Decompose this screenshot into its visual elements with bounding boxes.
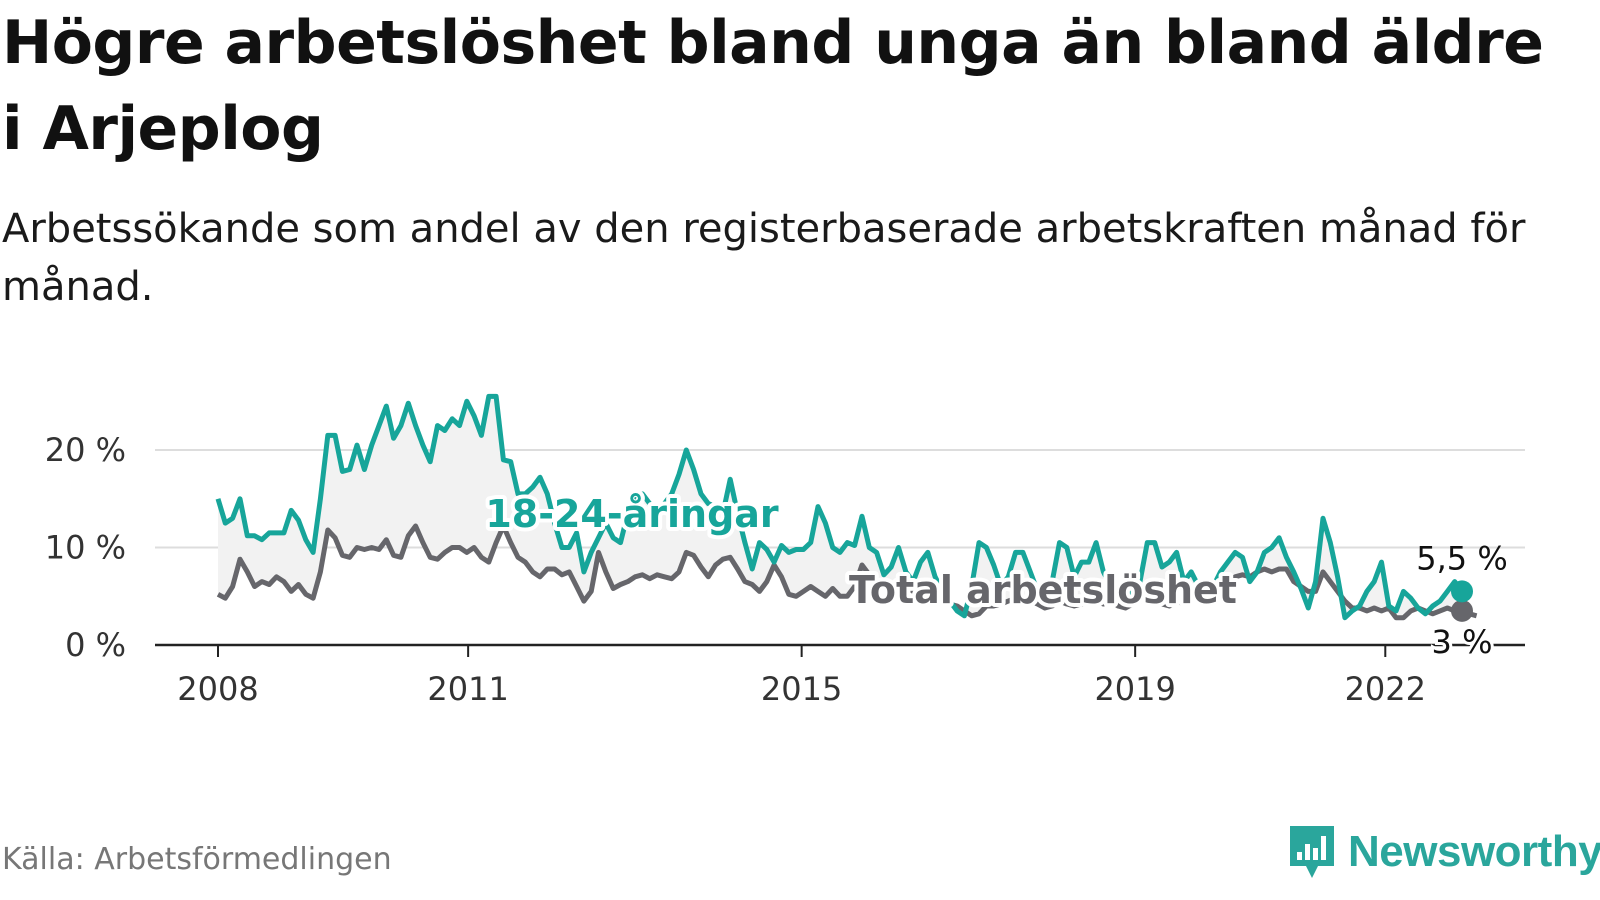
label-layer: 0 % 10 % 20 % 2008 2011 2015 2019 2022 5,5 % 3 % 1… [45, 431, 1508, 708]
chart-title: Högre arbetslöshet bland unga än bland ä… [2, 8, 1544, 164]
series-line-18-24 [215, 393, 1465, 621]
line-chart: 0 % 10 % 20 % 2008 2011 2015 2019 2022 5,5 % 3 % 1… [45, 393, 1525, 708]
y-tick-label: 0 % [65, 626, 126, 664]
series-label-total: Total arbetslöshet [849, 568, 1237, 612]
series-endpoint-18-24 [1451, 580, 1473, 603]
range-band-layer [218, 396, 1462, 618]
x-tick-label: 2008 [177, 670, 258, 708]
x-tick-label: 2015 [761, 670, 842, 708]
brand-logo[interactable]: Newsworthy [1288, 822, 1600, 882]
series-endpoint-total [1451, 599, 1473, 622]
newsworthy-icon [1290, 826, 1334, 878]
y-tick-label: 10 % [45, 529, 126, 567]
end-label-18-24: 5,5 % [1416, 539, 1507, 577]
x-tick-label: 2011 [427, 670, 508, 708]
source-note: Källa: Arbetsförmedlingen [2, 842, 392, 877]
brand-name: Newsworthy [1348, 827, 1600, 876]
range-band [218, 396, 1462, 618]
series-line-total [216, 523, 1478, 621]
end-label-total: 3 % [1432, 623, 1493, 661]
series-label-18-24: 18-24-åringar [485, 492, 779, 536]
series-line-layer [215, 393, 1478, 622]
chart-subtitle: Arbetssökande som andel av den registerb… [2, 206, 1526, 310]
y-tick-label: 20 % [45, 431, 126, 469]
x-tick-label: 2019 [1094, 670, 1175, 708]
x-tick-label: 2022 [1345, 670, 1426, 708]
